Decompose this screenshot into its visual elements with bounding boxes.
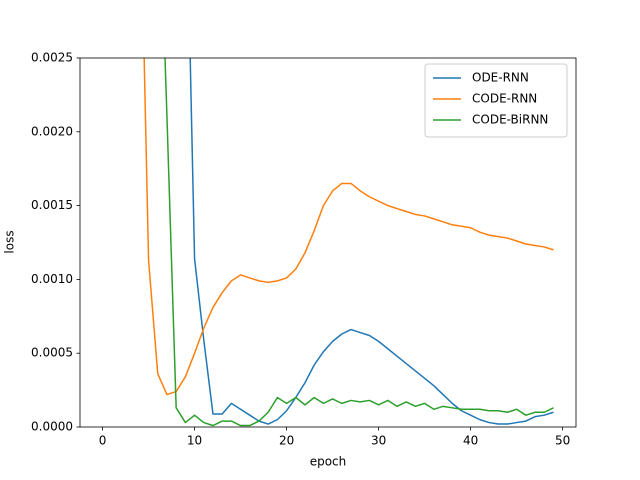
y-tick-label: 0.0010 — [31, 272, 73, 286]
x-tick-label: 20 — [279, 434, 294, 448]
x-tick-label: 0 — [99, 434, 107, 448]
data-line — [143, 58, 554, 396]
x-tick-label: 50 — [555, 434, 570, 448]
y-axis-label: loss — [3, 230, 17, 253]
y-tick-label: 0.0005 — [31, 346, 73, 360]
x-tick-label: 40 — [463, 434, 478, 448]
legend-label: ODE-RNN — [472, 71, 529, 85]
data-line — [164, 58, 554, 427]
x-tick-label: 30 — [371, 434, 386, 448]
y-tick-label: 0.0015 — [31, 198, 73, 212]
x-axis-label: epoch — [310, 455, 347, 469]
axes-frame — [79, 57, 577, 428]
y-tick-label: 0.0000 — [31, 420, 73, 434]
legend-box — [424, 63, 568, 138]
legend-label: CODE-BiRNN — [472, 113, 548, 127]
plot-area — [143, 58, 554, 427]
y-tick-label: 0.0025 — [31, 51, 73, 65]
x-tick-label: 10 — [187, 434, 202, 448]
data-line — [189, 58, 554, 425]
y-tick-label: 0.0020 — [31, 124, 73, 138]
legend-label: CODE-RNN — [472, 92, 537, 106]
